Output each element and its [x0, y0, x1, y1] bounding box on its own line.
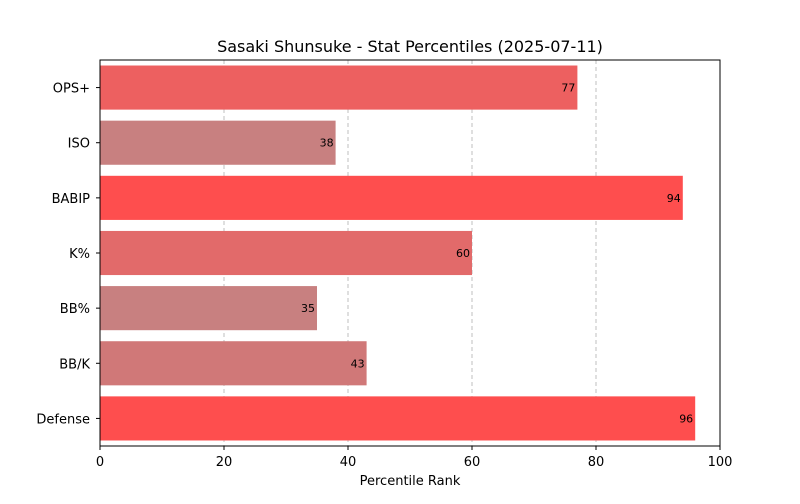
x-tick-label: 100	[708, 455, 733, 470]
x-tick-label: 20	[216, 455, 233, 470]
x-axis-ticks: 0 20 40 60 80 100	[96, 446, 733, 470]
value-labels: 77 38 94 60 35 43 96	[301, 82, 693, 426]
bar	[100, 120, 336, 165]
bar-value-label: 96	[679, 412, 693, 425]
chart-title: Sasaki Shunsuke - Stat Percentiles (2025…	[217, 37, 603, 56]
y-tick-label: OPS+	[53, 82, 90, 97]
y-tick-label: Defense	[36, 412, 90, 427]
y-tick-label: ISO	[68, 137, 90, 152]
bar-value-label: 43	[351, 357, 365, 370]
y-tick-label: BABIP	[52, 192, 91, 207]
bar	[100, 230, 472, 276]
x-tick-label: 0	[96, 455, 104, 470]
y-tick-label: BB/K	[59, 357, 90, 372]
y-axis-ticks: OPS+ ISO BABIP K% BB% BB/K Defense	[36, 82, 100, 427]
bars	[100, 65, 696, 441]
y-tick-label: BB%	[60, 302, 90, 317]
bar-value-label: 60	[456, 247, 470, 260]
bar-value-label: 38	[320, 137, 334, 150]
bar	[100, 341, 367, 386]
y-tick-label: K%	[69, 247, 90, 262]
bar-value-label: 94	[667, 192, 681, 205]
bar	[100, 396, 696, 441]
bar	[100, 65, 578, 110]
x-tick-label: 40	[340, 455, 357, 470]
bar	[100, 175, 683, 220]
x-tick-label: 60	[464, 455, 481, 470]
bar-value-label: 77	[561, 82, 575, 95]
bar-value-label: 35	[301, 302, 315, 315]
x-axis-label: Percentile Rank	[360, 474, 461, 489]
bar	[100, 286, 317, 331]
x-tick-label: 80	[588, 455, 605, 470]
